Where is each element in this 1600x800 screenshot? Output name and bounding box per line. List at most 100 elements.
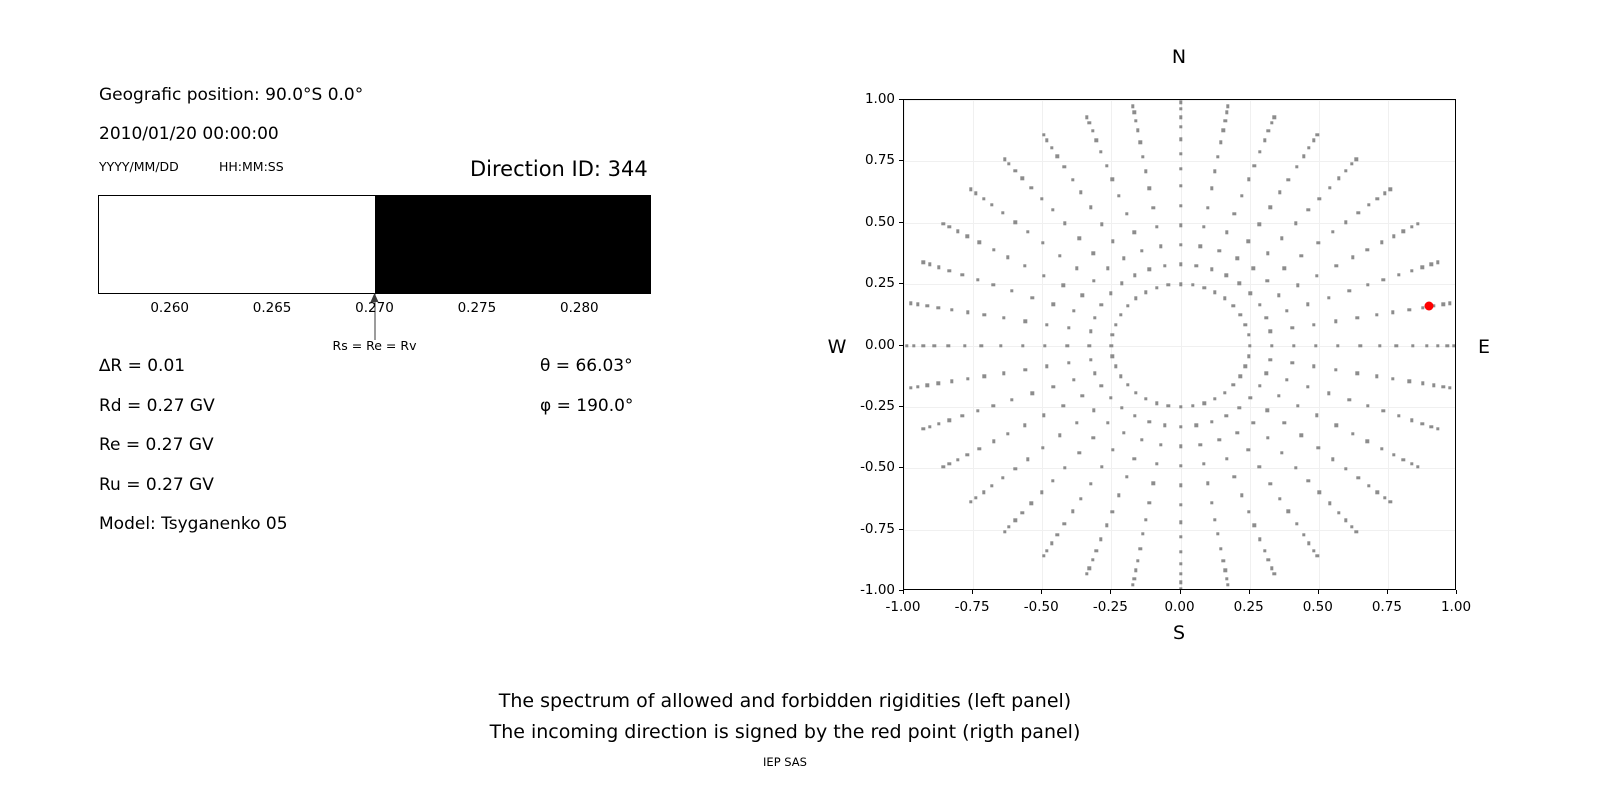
polar-y-tick-label: -0.25 [860,397,895,414]
direction-dot [1237,405,1241,410]
direction-dot [1061,403,1065,408]
direction-dot [1344,518,1348,523]
direction-dot [1178,152,1183,156]
direction-dot [1367,203,1371,207]
param-rd: Rd = 0.27 GV [99,396,215,416]
direction-dot [1365,404,1370,408]
direction-dot [1411,343,1415,348]
direction-dot [1140,249,1144,253]
direction-dot [1210,419,1214,424]
direction-dot [1013,168,1017,173]
direction-dot [1356,476,1361,480]
direction-dot [1023,264,1027,268]
direction-dot [1448,386,1452,390]
polar-y-tickmark [899,590,903,591]
direction-dot [1151,481,1155,485]
direction-dot [1243,322,1248,327]
direction-dot [1381,278,1385,282]
direction-dot [1144,517,1148,522]
direction-dot [1002,529,1007,534]
direction-dot [1055,154,1060,158]
direction-dot [1221,558,1225,563]
direction-dot [1365,439,1369,443]
direction-dot [1198,244,1202,249]
polar-x-tickmark [903,590,904,594]
direction-dot [1290,361,1294,365]
direction-dot [956,457,960,462]
direction-dot [1246,177,1251,182]
direction-dot [977,446,982,451]
direction-dot [1178,184,1183,188]
direction-dot [1087,343,1091,348]
param-phi: φ = 190.0° [540,396,634,416]
direction-dot [966,310,970,314]
direction-dot [1299,433,1303,438]
direction-dot [1085,572,1089,576]
direction-dot [1299,253,1303,258]
direction-dot [1388,187,1392,191]
polar-x-tick-label: -1.00 [885,599,921,615]
direction-dot [1336,343,1340,348]
direction-dot [1264,316,1268,320]
direction-dot [1266,558,1271,562]
gridline-horizontal [904,345,1455,347]
direction-dot [1023,368,1027,372]
direction-dot [1113,322,1118,327]
direction-dot [1251,266,1256,271]
direction-dot [1151,205,1155,210]
gridline-vertical [1387,100,1389,589]
direction-dot [1294,165,1299,169]
direction-dot [921,426,925,431]
direction-dot [947,269,951,273]
direction-dot [1334,319,1338,323]
direction-dot [1374,313,1379,317]
direction-dot [1409,462,1414,466]
polar-y-tick-label: 0.25 [864,275,895,292]
direction-dot [1268,481,1273,486]
direction-dot [1178,464,1183,468]
direction-dot [1041,446,1045,450]
direction-dot [1178,203,1183,208]
direction-dot [1282,421,1286,425]
direction-dot [909,386,913,390]
direction-dot [1285,309,1289,313]
polar-x-tick-label: 0.50 [1302,599,1333,615]
direction-dot [1224,273,1228,278]
direction-dot [1292,343,1296,348]
direction-dot [1000,476,1005,480]
direction-dot [1312,548,1316,553]
direction-dot [1178,550,1183,554]
direction-dot [1144,169,1148,174]
direction-dot [1070,509,1075,514]
direction-dot [1062,165,1067,169]
datetime-label: 2010/01/20 00:00:00 [99,124,279,144]
direction-dot [1282,266,1286,270]
direction-dot [1217,249,1221,253]
selected-direction-marker [1424,301,1434,311]
direction-dot [1381,409,1385,413]
direction-dot [1232,212,1237,216]
direction-dot [1147,500,1151,505]
direction-dot [1258,537,1262,541]
direction-dot [1043,343,1047,348]
direction-dot [1147,267,1151,272]
direction-dot [1141,532,1145,536]
direction-dot [1120,281,1124,286]
direction-dot [1415,222,1420,226]
direction-dot [1079,190,1083,195]
direction-dot [969,187,973,191]
polar-x-tick-label: 0.75 [1371,599,1402,615]
direction-dot [1122,430,1126,435]
direction-dot [1407,379,1411,383]
rv-marker-line [374,294,375,340]
direction-dot [921,260,925,265]
direction-dot [1445,343,1450,348]
direction-dot [1178,100,1183,105]
direction-dot [1178,586,1183,589]
polar-y-tickmark [899,221,903,223]
date-format-hint: YYYY/MM/DD [99,159,179,174]
direction-dot [1331,230,1335,234]
direction-dot [1159,244,1163,249]
direction-dot [1026,230,1030,234]
direction-dot [1134,118,1138,123]
